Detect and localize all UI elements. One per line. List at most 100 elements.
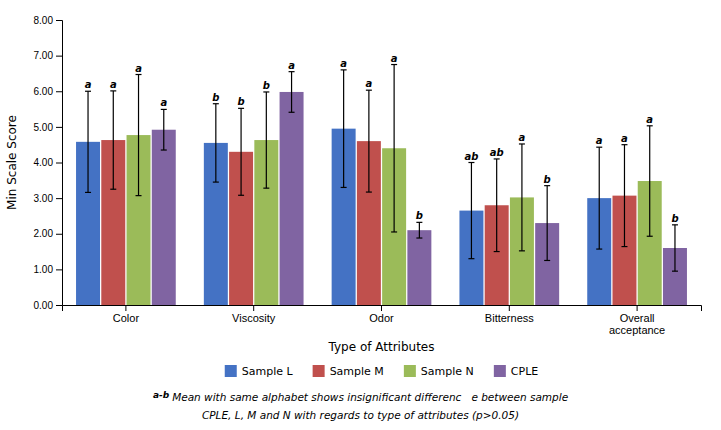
error-cap [672, 224, 678, 225]
error-cap [289, 112, 295, 113]
error-line [649, 126, 650, 236]
bar [280, 92, 304, 305]
error-bar [494, 159, 500, 252]
tick-label: Color [113, 312, 140, 324]
tick-label: 0.00 [34, 300, 54, 311]
sig-label: b [416, 210, 423, 221]
tick-mark [56, 234, 62, 235]
error-bar [621, 145, 627, 247]
error-bar [391, 65, 397, 232]
error-cap [519, 250, 525, 251]
tick: 3.00 [34, 193, 62, 204]
footnote: a-bMean with same alphabet shows insigni… [153, 390, 568, 403]
error-bar [238, 108, 244, 195]
sig-label: b [263, 80, 270, 91]
error-cap [366, 90, 372, 91]
error-line [215, 104, 216, 182]
series [152, 72, 687, 305]
error-cap [416, 222, 422, 223]
tick: Odor [369, 305, 394, 324]
sig-label: a [391, 53, 398, 64]
tick: Color [113, 305, 140, 324]
tick-label: 7.00 [34, 50, 54, 61]
error-cap [494, 251, 500, 252]
axis-domain [56, 21, 63, 306]
sig-label: b [212, 92, 219, 103]
tick-label: 8.00 [34, 15, 54, 26]
error-cap [416, 237, 422, 238]
error-bar [341, 70, 347, 188]
tick-label: 3.00 [34, 193, 54, 204]
error-bar [213, 104, 219, 182]
error-cap [596, 147, 602, 148]
tick-label: Odor [369, 312, 394, 324]
sig-label: a [340, 58, 347, 69]
tick-mark [56, 127, 62, 128]
sig-label: a [596, 135, 603, 146]
bar [407, 230, 431, 305]
legend-item: Sample M [313, 365, 384, 378]
error-line [163, 109, 164, 150]
error-cap [238, 195, 244, 196]
tick-mark [637, 305, 638, 311]
error-line [291, 72, 292, 113]
sig-label: a [135, 63, 142, 74]
error-cap [544, 185, 550, 186]
legend-swatch [313, 365, 325, 377]
legend-label: Sample M [330, 365, 384, 378]
error-line [266, 92, 267, 188]
error-line [87, 91, 88, 192]
error-cap [621, 246, 627, 247]
error-cap [213, 181, 219, 182]
tick-mark [509, 305, 510, 311]
error-line [113, 91, 114, 189]
sig-label: a [160, 97, 167, 108]
series [101, 90, 636, 305]
error-cap [391, 64, 397, 65]
error-line [343, 70, 344, 188]
error-line [419, 222, 420, 238]
tick: 5.00 [34, 122, 62, 133]
tick: Overallacceptance [609, 305, 665, 336]
error-bar [110, 91, 116, 189]
error-bar [366, 90, 372, 192]
error-cap [621, 144, 627, 145]
sig-label: ab [490, 147, 504, 158]
legend-item: Sample L [225, 365, 294, 378]
axis-domain [63, 306, 702, 312]
tick: 8.00 [34, 15, 62, 26]
legend-label: Sample L [242, 365, 294, 378]
tick-label: Viscosity [232, 312, 276, 324]
error-bar [468, 163, 474, 259]
error-line [547, 186, 548, 261]
error-bar [85, 91, 91, 192]
error-cap [391, 231, 397, 232]
error-cap [85, 91, 91, 92]
legend-label: Sample N [421, 365, 474, 378]
error-cap [238, 108, 244, 109]
legend-swatch [404, 365, 416, 377]
legend-swatch [225, 365, 237, 377]
error-line [674, 225, 675, 271]
error-bar [289, 72, 295, 113]
tick-label: 2.00 [34, 228, 54, 239]
sig-label: b [237, 96, 244, 107]
chart: 0.001.002.003.004.005.006.007.008.00Colo… [0, 0, 721, 430]
tick: 2.00 [34, 228, 62, 239]
error-cap [468, 258, 474, 259]
tick-mark [56, 163, 62, 164]
tick-mark [56, 56, 62, 57]
bar [152, 130, 176, 305]
error-line [394, 65, 395, 232]
error-bar [596, 147, 602, 249]
error-cap [289, 71, 295, 72]
tick: Bitterness [485, 305, 534, 324]
tick: 0.00 [34, 300, 62, 311]
error-line [368, 90, 369, 192]
y-axis-title: Min Scale Score [5, 115, 19, 210]
tick: 4.00 [34, 157, 62, 168]
error-bar [672, 225, 678, 271]
legend-swatch [494, 365, 506, 377]
error-cap [136, 74, 142, 75]
error-cap [85, 192, 91, 193]
